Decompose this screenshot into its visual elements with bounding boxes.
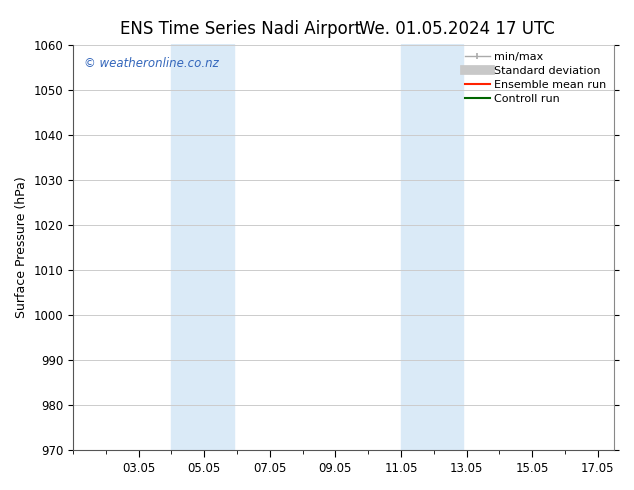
Text: © weatheronline.co.nz: © weatheronline.co.nz xyxy=(84,57,219,70)
Y-axis label: Surface Pressure (hPa): Surface Pressure (hPa) xyxy=(15,176,28,318)
Text: We. 01.05.2024 17 UTC: We. 01.05.2024 17 UTC xyxy=(359,20,554,38)
Legend: min/max, Standard deviation, Ensemble mean run, Controll run: min/max, Standard deviation, Ensemble me… xyxy=(461,48,611,108)
Bar xyxy=(401,45,463,450)
Text: ENS Time Series Nadi Airport: ENS Time Series Nadi Airport xyxy=(120,20,361,38)
Bar xyxy=(171,45,234,450)
